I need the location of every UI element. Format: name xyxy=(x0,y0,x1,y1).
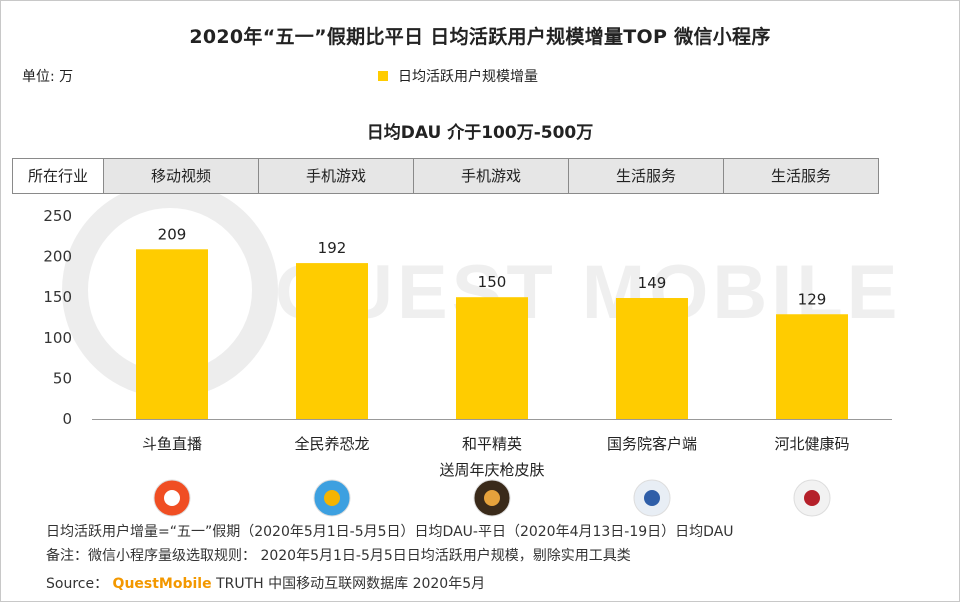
data-label: 192 xyxy=(318,239,347,257)
footer-note-1: 日均活跃用户增量=“五一”假期（2020年5月1日-5月5日）日均DAU-平日（… xyxy=(46,524,734,540)
y-tick-label: 50 xyxy=(53,369,72,387)
x-tick-label: 全民养恐龙 xyxy=(294,435,369,453)
source-rest: TRUTH 中国移动互联网数据库 2020年5月 xyxy=(216,576,486,592)
x-tick-label: 国务院客户端 xyxy=(607,435,697,453)
y-tick-label: 200 xyxy=(43,248,72,266)
gov-council-app-icon xyxy=(633,479,671,517)
data-label: 209 xyxy=(158,225,187,243)
source-brand: QuestMobile xyxy=(112,576,212,592)
unit-label: 单位: 万 xyxy=(22,69,74,85)
data-label: 129 xyxy=(798,290,827,308)
dinosaur-game-app-icon xyxy=(313,479,351,517)
douyu-app-icon xyxy=(153,479,191,517)
footer-source: Source： QuestMobile TRUTH 中国移动互联网数据库 202… xyxy=(46,573,485,593)
bar xyxy=(136,249,208,419)
y-tick-label: 150 xyxy=(43,288,72,306)
x-tick-label: 斗鱼直播 xyxy=(142,435,202,453)
footer-note-2: 备注：微信小程序量级选取规则： 2020年5月1日-5月5日日均活跃用户规模，剔… xyxy=(46,548,631,564)
bar xyxy=(616,298,688,419)
legend: 日均活跃用户规模增量 xyxy=(378,66,538,86)
x-tick-label: 河北健康码 xyxy=(774,435,849,453)
legend-label: 日均活跃用户规模增量 xyxy=(398,69,538,85)
pubg-app-icon xyxy=(473,479,511,517)
y-tick-label: 0 xyxy=(62,410,72,428)
data-label: 150 xyxy=(478,273,507,291)
x-tick-label: 和平精英 xyxy=(462,435,522,453)
industry-header: 所在行业 xyxy=(13,159,103,193)
chart-title: 2020年“五一”假期比平日 日均活跃用户规模增量TOP 微信小程序 xyxy=(189,26,771,48)
industry-cell: 手机游戏 xyxy=(258,159,413,193)
hebei-health-code-app-icon xyxy=(793,479,831,517)
data-label: 149 xyxy=(638,274,667,292)
industry-cell: 移动视频 xyxy=(103,159,258,193)
industry-cell: 手机游戏 xyxy=(413,159,568,193)
industry-row: 所在行业 移动视频 手机游戏 手机游戏 生活服务 生活服务 xyxy=(12,158,879,194)
source-prefix: Source： xyxy=(46,576,109,592)
industry-cell: 生活服务 xyxy=(568,159,723,193)
y-tick-label: 100 xyxy=(43,329,72,347)
bar xyxy=(296,263,368,419)
chart-subtitle: 日均DAU 介于100万-500万 xyxy=(366,123,594,143)
industry-cell: 生活服务 xyxy=(723,159,878,193)
bar xyxy=(456,297,528,419)
legend-swatch xyxy=(378,71,388,81)
y-tick-label: 250 xyxy=(43,207,72,225)
x-tick-label: 送周年庆枪皮肤 xyxy=(439,461,544,479)
bar xyxy=(776,314,848,419)
